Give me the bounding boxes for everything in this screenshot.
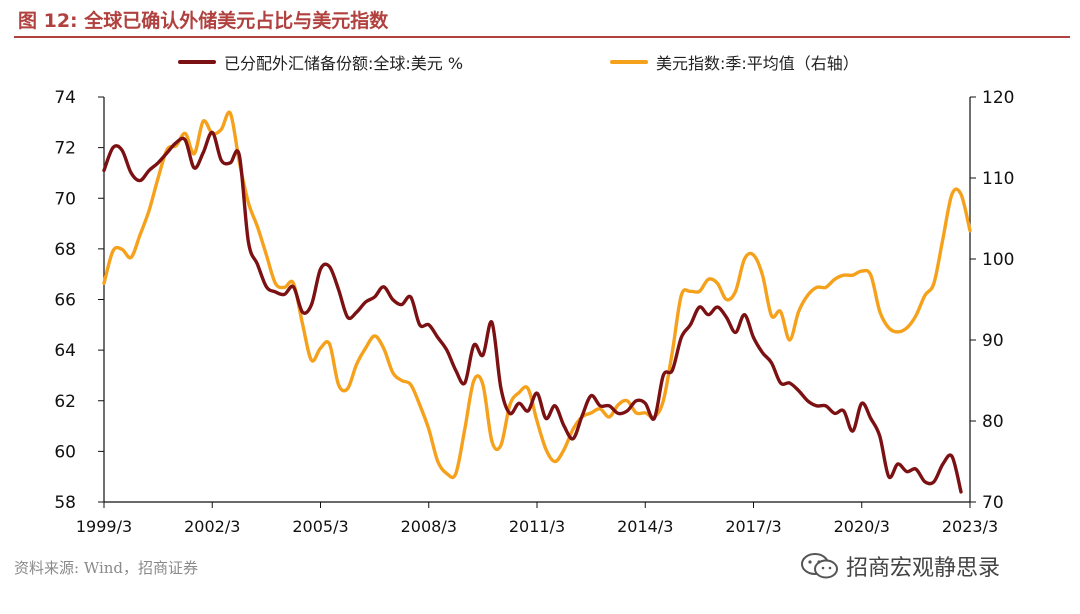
x-axis-tick-label: 2005/3 [292,517,348,536]
wechat-icon [801,553,838,579]
x-axis-tick-label: 2017/3 [725,517,781,536]
x-axis-tick-label: 2011/3 [509,517,565,536]
x-axis-tick-label: 2014/3 [617,517,673,536]
legend-item-share: 已分配外汇储备份额:全球:美元 % [178,50,463,74]
source-note: 资料来源: Wind，招商证券 [14,559,199,577]
right-axis-tick-label: 70 [982,493,1004,513]
left-axis-tick-label: 66 [54,291,76,311]
legend-swatch-dxy [610,60,648,64]
legend-label-dxy: 美元指数:季:平均值（右轴） [656,54,859,73]
x-axis-tick-label: 2002/3 [184,517,240,536]
left-axis-tick-label: 60 [54,442,76,462]
figure-title: 图 12: 全球已确认外储美元占比与美元指数 [18,10,389,32]
watermark: 招商宏观静思录 [800,550,1000,582]
legend-swatch-share [178,60,216,64]
right-axis-tick-label: 100 [982,250,1014,270]
x-axis-tick-label: 2020/3 [834,517,890,536]
x-axis-tick-label: 2023/3 [942,517,998,536]
series-line-usd-reserve-share [102,130,963,494]
right-axis-tick-label: 90 [982,331,1004,351]
left-axis-tick-label: 72 [54,139,76,159]
left-axis-tick-label: 64 [54,341,76,361]
legend-label-share: 已分配外汇储备份额:全球:美元 % [224,54,464,73]
title-rule [14,36,1070,38]
left-axis-tick-label: 70 [54,189,76,209]
left-axis-tick-label: 74 [54,88,76,108]
legend-item-dxy: 美元指数:季:平均值（右轴） [610,50,859,74]
right-axis-tick-label: 110 [982,169,1014,189]
left-axis-tick-label: 68 [54,240,76,260]
chart-legend: 已分配外汇储备份额:全球:美元 % 美元指数:季:平均值（右轴） [0,50,1080,76]
left-axis-tick-label: 58 [54,493,76,513]
right-axis-tick-label: 80 [982,412,1004,432]
watermark-text: 招商宏观静思录 [846,556,1001,581]
series-line-dollar-index [102,110,972,480]
left-axis-tick-label: 62 [54,392,76,412]
x-axis-tick-label: 2008/3 [401,517,457,536]
right-axis-tick-label: 120 [982,88,1014,108]
x-axis-tick-label: 1999/3 [76,517,132,536]
